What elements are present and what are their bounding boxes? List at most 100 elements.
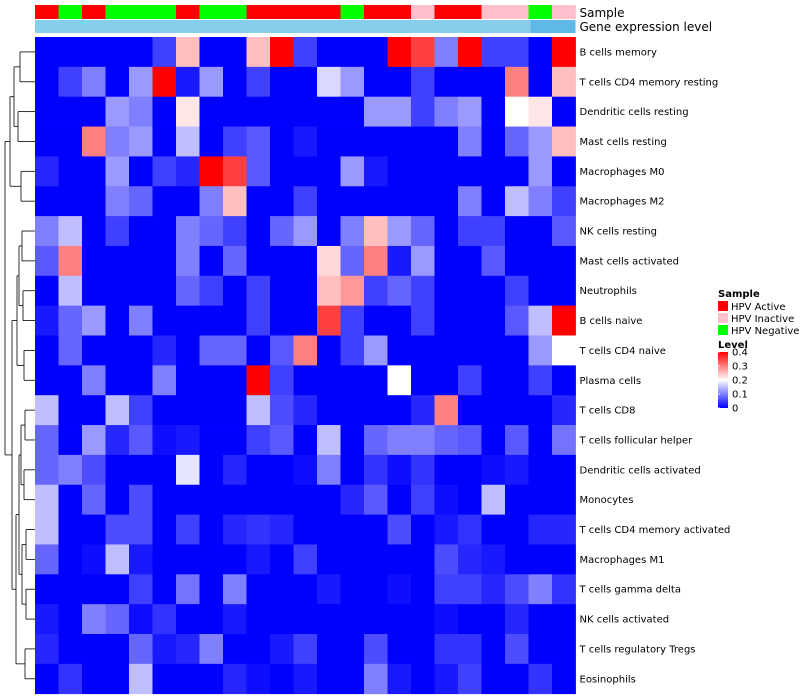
heatmap-cell	[35, 604, 59, 635]
heatmap-cell	[317, 663, 341, 695]
heatmap-cell	[411, 66, 435, 98]
heatmap-cell	[317, 454, 341, 486]
heatmap-cell	[129, 335, 153, 366]
heatmap-cell	[129, 663, 153, 695]
heatmap-cell	[270, 544, 294, 575]
heatmap-cell	[434, 66, 459, 98]
heatmap-cell	[58, 425, 83, 456]
heatmap-cell	[129, 96, 153, 127]
heatmap-cell	[35, 395, 59, 426]
heatmap-cell	[411, 156, 435, 187]
heatmap-cell	[129, 544, 153, 575]
heatmap-cell	[58, 37, 83, 68]
heatmap-cell	[58, 96, 83, 127]
heatmap-cell	[176, 156, 200, 187]
heatmap-cell	[505, 216, 529, 247]
heatmap-cell	[58, 365, 83, 396]
sample-annotation-cell	[82, 5, 106, 19]
heatmap-cell	[481, 186, 506, 217]
heatmap-cell	[105, 604, 130, 635]
heatmap-cell	[317, 425, 341, 456]
heatmap-cell	[434, 96, 459, 127]
heatmap-cell	[458, 634, 482, 665]
level-tick-label: 0	[732, 404, 738, 415]
heatmap-cell	[528, 66, 553, 98]
heatmap-cell	[528, 454, 553, 486]
heatmap-cell	[528, 425, 553, 456]
heatmap-cell	[152, 425, 177, 456]
heatmap-cell	[505, 395, 529, 426]
heatmap-cell	[317, 216, 341, 247]
row-label: Mast cells resting	[580, 137, 667, 148]
heatmap-cell	[458, 335, 482, 366]
heatmap-cell	[340, 66, 365, 98]
heatmap-cell	[317, 335, 341, 366]
heatmap-cell	[223, 275, 247, 307]
heatmap-cell	[105, 216, 130, 247]
heatmap-cell	[129, 604, 153, 635]
heatmap-cell	[387, 96, 412, 127]
heatmap-cell	[105, 425, 130, 456]
heatmap-cell	[270, 156, 294, 187]
heatmap-cell	[270, 66, 294, 98]
heatmap-cell	[35, 66, 59, 98]
heatmap-cell	[552, 66, 576, 98]
heatmap-cell	[152, 663, 177, 695]
heatmap-cell	[387, 305, 412, 336]
row-label: Mast cells activated	[580, 256, 679, 267]
heatmap-cell	[35, 634, 59, 665]
heatmap-cell	[199, 663, 224, 695]
heatmap-cell	[35, 514, 59, 545]
heatmap-cell	[387, 544, 412, 575]
heatmap-cell	[528, 395, 553, 426]
heatmap-cell	[481, 663, 506, 695]
heatmap-cell	[35, 574, 59, 605]
heatmap-cell	[458, 574, 482, 605]
heatmap-cell	[199, 634, 224, 665]
heatmap-cell	[82, 365, 106, 396]
heatmap-cell	[176, 544, 200, 575]
heatmap-cell	[411, 514, 435, 545]
heatmap-cell	[552, 156, 576, 187]
heatmap-cell	[528, 156, 553, 187]
heatmap-cell	[152, 216, 177, 247]
heatmap-cell	[152, 305, 177, 336]
heatmap-cell	[58, 126, 83, 157]
heatmap-cell	[317, 305, 341, 336]
heatmap-cell	[152, 484, 177, 515]
heatmap-cell	[199, 216, 224, 247]
heatmap-cell	[58, 335, 83, 366]
heatmap-cell	[176, 305, 200, 336]
heatmap-cell	[82, 96, 106, 127]
heatmap-cell	[129, 574, 153, 605]
heatmap-cell	[387, 245, 412, 277]
heatmap-cell	[293, 335, 318, 366]
heatmap-cell	[82, 395, 106, 426]
heatmap-cell	[270, 96, 294, 127]
heatmap-cell	[152, 454, 177, 486]
heatmap-cell	[129, 305, 153, 336]
heatmap-cell	[364, 275, 388, 307]
heatmap-cell	[58, 395, 83, 426]
heatmap-cell	[152, 126, 177, 157]
heatmap-cell	[58, 574, 83, 605]
heatmap-cell	[270, 186, 294, 217]
heatmap-cell	[434, 126, 459, 157]
heatmap-cell	[105, 484, 130, 515]
row-label: Monocytes	[580, 495, 634, 506]
heatmap-cell	[411, 574, 435, 605]
sample-annotation-cell	[152, 5, 177, 19]
heatmap-cell	[82, 514, 106, 545]
heatmap-cell	[105, 275, 130, 307]
row-label: B cells naive	[580, 316, 643, 327]
heatmap-cell	[528, 544, 553, 575]
heatmap-cell	[82, 186, 106, 217]
heatmap-cell	[199, 544, 224, 575]
heatmap-cell	[176, 37, 200, 68]
heatmap-cell	[505, 186, 529, 217]
heatmap-cell	[199, 66, 224, 98]
heatmap-cell	[505, 305, 529, 336]
heatmap-cell	[387, 37, 412, 68]
heatmap-cell	[105, 335, 130, 366]
